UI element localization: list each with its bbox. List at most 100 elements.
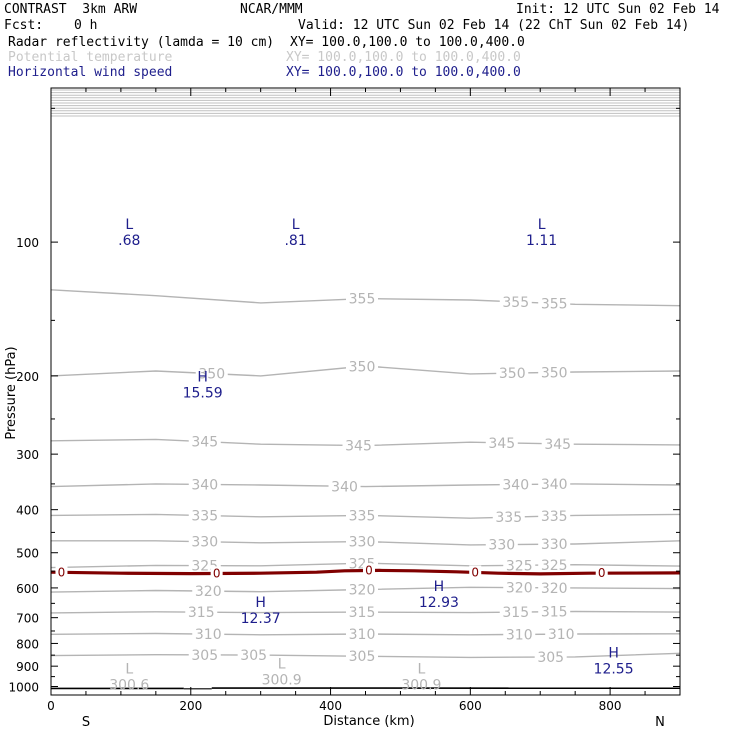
y-tick-label: 800: [16, 637, 39, 651]
theta-label: 305: [191, 648, 218, 664]
theta-label-bg: [541, 435, 574, 451]
theta-label-bg: [188, 507, 221, 523]
x-tick-label: 0: [47, 699, 55, 713]
theta-label-bg: [538, 556, 571, 572]
theta-label-bg: [485, 536, 518, 552]
theta-label-bg: [503, 557, 536, 573]
field-theta-xy: XY= 100.0,100.0 to 100.0,400.0: [286, 50, 521, 65]
theta-label: 330: [488, 538, 515, 554]
x-tick-label: 200: [179, 699, 202, 713]
theta-label: 335: [495, 510, 522, 526]
theta-label-bg: [192, 583, 225, 599]
reflectivity-label-bg: [595, 566, 608, 580]
reflectivity-label-bg: [210, 566, 223, 580]
theta-label: 350: [349, 359, 376, 375]
theta-label: 355: [541, 296, 568, 312]
reflectivity-label: 0: [213, 566, 221, 580]
x-tick-label: 600: [459, 699, 482, 713]
x-axis-label: Distance (km): [323, 714, 414, 729]
theta-label: 315: [188, 605, 215, 621]
theta-label-bg: [346, 507, 379, 523]
theta-label-bg: [538, 579, 571, 595]
reflectivity-contour: 0 0 0 0 0: [50, 563, 681, 690]
extremum-type: L: [278, 657, 286, 673]
extremum-type: L: [125, 217, 133, 233]
theta-label: 345: [544, 437, 571, 453]
theta-label: 355: [349, 292, 376, 308]
valid-time: Valid: 12 UTC Sun 02 Feb 14 (22 ChT Sun …: [298, 18, 690, 33]
axis-texts: Distance (km) Pressure (hPa) S N: [4, 346, 665, 730]
theta-label-bg: [195, 365, 228, 381]
reflectivity-0-contour: [50, 568, 681, 576]
theta-label-bg: [545, 626, 578, 642]
extremum-value: 300.6: [109, 678, 149, 694]
theta-label: 335: [541, 509, 568, 525]
y-tick-label: 500: [16, 547, 39, 561]
theta-label: 355: [502, 295, 529, 311]
theta-label-bg: [538, 295, 571, 311]
theta-label-bg: [188, 433, 221, 449]
center-label: NCAR/MMM: [240, 2, 303, 17]
theta-label-bg: [237, 647, 270, 663]
field-wind-xy: XY= 100.0,100.0 to 100.0,400.0: [286, 65, 521, 80]
theta-label: 340: [541, 477, 568, 493]
field-theta-name: Potential temperature: [8, 50, 173, 65]
theta-label-bg: [188, 533, 221, 549]
extremum-type: H: [197, 369, 208, 385]
reflectivity-label-bg: [362, 563, 375, 577]
reflectivity-label: 0: [598, 566, 606, 580]
axes: 100 200 300 400 500 600 700 800 900 1000 0 200 400 60…: [8, 87, 681, 713]
theta-label-bg: [496, 365, 529, 381]
y-tick-label: 600: [16, 582, 39, 596]
theta-label-bg: [485, 434, 518, 450]
extremum-type: H: [608, 645, 619, 661]
theta-label: 340: [502, 478, 529, 494]
theta-label-bg: [192, 626, 225, 642]
theta-label-bg: [499, 604, 532, 620]
theta-label: 320: [541, 581, 568, 597]
theta-label: 315: [502, 605, 529, 621]
theta-label: 305: [537, 650, 564, 666]
y-tick-label: 400: [16, 504, 39, 518]
y-tick-label: 1000: [8, 681, 39, 695]
theta-label-bg: [346, 533, 379, 549]
extremum-type: H: [434, 579, 445, 595]
theta-label-bg: [492, 509, 525, 525]
y-tick-label: 700: [16, 612, 39, 626]
theta-label: 340: [331, 479, 358, 495]
fcst-label: Fcst:: [4, 18, 44, 33]
y-tick-label: 900: [16, 660, 39, 674]
theta-label-bg: [538, 603, 571, 619]
theta-label: 350: [499, 366, 526, 382]
theta-label: 350: [198, 367, 225, 383]
direction-label-south: S: [82, 715, 90, 730]
theta-label-bg: [499, 293, 532, 309]
y-tick-label: 100: [16, 236, 39, 250]
theta-label-bg: [503, 626, 536, 642]
theta-label-bg: [346, 290, 379, 306]
extremum-value: 12.93: [419, 595, 459, 611]
theta-label: 330: [349, 535, 376, 551]
extremum-type: L: [418, 662, 426, 678]
x-tick-label: 400: [319, 699, 342, 713]
theta-label: 320: [349, 583, 376, 599]
direction-label-north: N: [655, 715, 665, 730]
extremum-value: .68: [118, 233, 140, 249]
model-title: CONTRAST 3km ARW: [4, 2, 138, 17]
init-time: Init: 12 UTC Sun 02 Feb 14: [516, 2, 720, 17]
theta-label-bg: [538, 536, 571, 552]
theta-label-bg: [534, 649, 567, 665]
theta-label-bg: [538, 476, 571, 492]
theta-label: 345: [488, 436, 515, 452]
theta-label: 335: [349, 508, 376, 524]
extremum-value: 300.9: [401, 678, 441, 694]
theta-label-bg: [346, 626, 379, 642]
theta-contour-340: [50, 483, 681, 488]
extremum-type: H: [255, 595, 266, 611]
reflectivity-label: 0: [58, 565, 66, 579]
theta-label-bg: [346, 581, 379, 597]
extrema-labels: L.68L.81L1.11H15.59H12.93H12.37H12.55L30…: [109, 217, 633, 693]
theta-label: 310: [506, 627, 533, 643]
theta-label: 310: [349, 627, 376, 643]
